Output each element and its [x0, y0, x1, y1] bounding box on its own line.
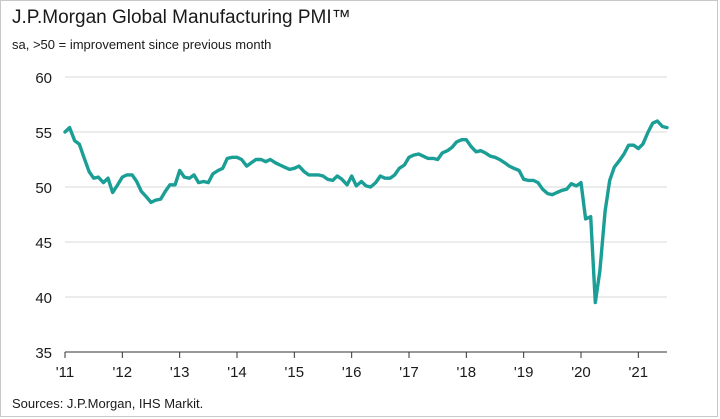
- chart-title: J.P.Morgan Global Manufacturing PMI™: [12, 7, 351, 28]
- x-tick-label: '12: [113, 364, 133, 381]
- x-tick-label: '19: [514, 364, 534, 381]
- x-tick-label: '18: [457, 364, 477, 381]
- x-axis: '11 '12 '13 '14 '15 '16 '17 '18 '19 '20 '21: [56, 351, 667, 381]
- x-tick-label: '21: [629, 364, 649, 381]
- x-tick-label: '20: [571, 364, 591, 381]
- y-tick-label: 40: [35, 290, 52, 307]
- y-tick-label: 55: [35, 125, 52, 142]
- x-tick-label: '15: [285, 364, 305, 381]
- chart-subtitle: sa, >50 = improvement since previous mon…: [12, 37, 272, 52]
- y-tick-label: 35: [35, 345, 52, 362]
- chart-source: Sources: J.P.Morgan, IHS Markit.: [12, 396, 204, 411]
- y-tick-label: 45: [35, 235, 52, 252]
- x-tick-label: '14: [227, 364, 247, 381]
- x-tick-label: '17: [399, 364, 419, 381]
- x-tick-label: '13: [170, 364, 190, 381]
- y-tick-label: 60: [35, 70, 52, 87]
- series-layer: [63, 119, 669, 305]
- y-axis-ticks: 35 40 45 50 55 60: [35, 70, 52, 362]
- x-tick-label: '16: [342, 364, 362, 381]
- gridlines: [65, 76, 667, 298]
- x-tick-label: '11: [56, 364, 74, 381]
- series-line: [63, 119, 669, 305]
- y-tick-label: 50: [35, 180, 52, 197]
